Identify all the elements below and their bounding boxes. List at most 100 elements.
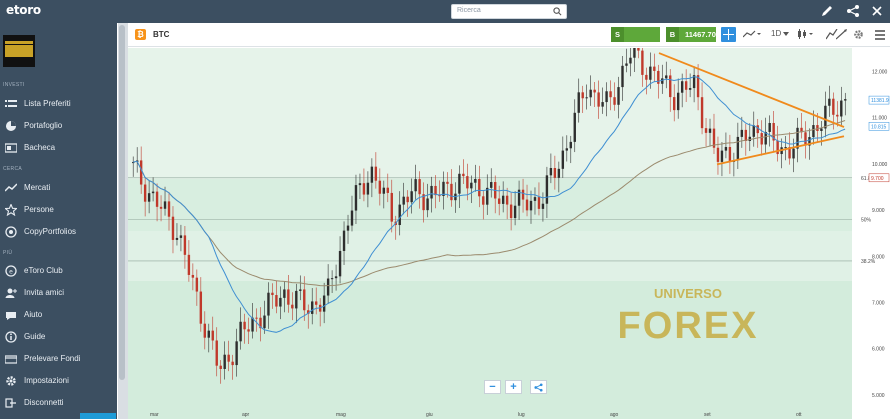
candle-body (641, 50, 644, 75)
candle-body (521, 189, 525, 200)
drawing-tools-button[interactable] (825, 28, 838, 42)
candle-body (247, 329, 250, 332)
candle-body (728, 147, 732, 162)
candle-body (629, 57, 632, 64)
candle-body (486, 187, 489, 205)
invite-icon (5, 288, 17, 298)
candle-body (692, 75, 696, 89)
candle-body (462, 173, 465, 177)
candle-body (283, 289, 286, 298)
sidebar-item-label: Invita amici (24, 288, 65, 297)
candle-body (673, 97, 676, 111)
etoro-logo[interactable]: etoro (6, 3, 41, 17)
search-icon[interactable] (553, 7, 562, 16)
candle-body (541, 203, 545, 209)
candle-body (231, 361, 234, 366)
y-tick-label: 12.000 (872, 70, 888, 76)
candle-body (497, 198, 501, 204)
sidebar-item-people[interactable]: Persone (0, 201, 117, 219)
sidebar-item-invite[interactable]: Invita amici (0, 284, 117, 302)
candle-body (808, 137, 811, 146)
sidebar-item-withdraw[interactable]: Prelevare Fondi (0, 350, 117, 368)
newsfeed-icon (5, 143, 17, 153)
indicators-button[interactable] (835, 29, 848, 42)
crosshair-tool[interactable] (721, 27, 736, 42)
zoom-in-button[interactable]: + (505, 380, 522, 394)
candle-body (458, 173, 461, 194)
search-input[interactable]: Ricerca (457, 7, 481, 14)
fib-lines: 61.8% 50% 38.2% (128, 176, 876, 265)
sidebar-item-watchlist[interactable]: Lista Preferiti (0, 95, 117, 113)
candle-body (450, 183, 453, 201)
sell-button[interactable]: S11381.90 (611, 27, 660, 54)
buy-button[interactable]: B 11467.70 (666, 27, 716, 42)
search-box[interactable]: Ricerca (451, 4, 567, 19)
x-tick-label: ott (796, 412, 802, 418)
sidebar-item-etoro-club[interactable]: e eToro Club (0, 262, 117, 280)
chart-menu-button[interactable] (875, 29, 885, 42)
candle-body (346, 225, 350, 231)
fib-label: 38.2% (861, 259, 876, 265)
moving-average-fast (132, 76, 846, 333)
candle-body (513, 205, 517, 219)
sidebar-item-portfolio[interactable]: Portafoglio (0, 117, 117, 135)
sidebar-item-logout[interactable]: Disconnetti (0, 394, 117, 412)
sidebar-scrollbar-thumb[interactable] (119, 25, 125, 380)
timeframe-value: 1D (771, 29, 782, 38)
y-tick-label: 6.000 (872, 347, 885, 353)
candle-body (342, 230, 346, 251)
fib-label: 61.8% (861, 176, 876, 182)
sidebar-item-markets[interactable]: Mercati (0, 179, 117, 197)
candle-body (720, 150, 724, 162)
candle-body (712, 128, 716, 148)
candle-body (565, 148, 569, 151)
candle-body (772, 122, 775, 141)
edit-icon[interactable] (820, 4, 834, 18)
share-chart-button[interactable] (530, 380, 547, 394)
price-chart[interactable]: 61.8% 50% 38.2% mar apr mag giu lug ago set ott 1… (128, 48, 890, 419)
candle-style-dropdown[interactable] (797, 29, 815, 41)
candle-body (338, 250, 342, 277)
candle-body (764, 131, 767, 145)
candle-body (704, 128, 708, 133)
close-icon[interactable] (870, 4, 884, 18)
x-tick-label: set (704, 412, 711, 418)
sidebar-item-guides[interactable]: Guide (0, 328, 117, 346)
candle-body (215, 340, 218, 366)
chart-type-dropdown[interactable] (742, 29, 761, 41)
candle-body (279, 297, 282, 307)
candle-body (804, 132, 807, 146)
candle-body (549, 168, 553, 176)
candle-body (597, 92, 600, 107)
watermark: UNIVERSO FOREX (618, 286, 757, 347)
candle-body (740, 129, 744, 137)
candle-body (601, 102, 604, 107)
share-icon[interactable] (846, 4, 860, 18)
timeframe-dropdown[interactable]: 1D (771, 29, 790, 38)
y-tick-label: 7.000 (872, 301, 885, 307)
price-labels: 11381.9 10.815 9.700 (868, 95, 890, 183)
y-tick-label: 11.000 (872, 116, 887, 122)
zoom-out-button[interactable]: − (484, 380, 501, 394)
deposit-button[interactable] (80, 413, 116, 419)
candle-body (386, 187, 389, 193)
sidebar-item-copyportfolios[interactable]: CopyPortfolios (0, 223, 117, 241)
sidebar-item-settings[interactable]: Impostazioni (0, 372, 117, 390)
candle-body (330, 278, 334, 280)
sidebar-item-newsfeed[interactable]: Bacheca (0, 139, 117, 157)
sidebar-item-help[interactable]: Aiuto (0, 306, 117, 324)
sidebar: INVESTI Lista Preferiti Portafoglio Bach… (0, 23, 117, 419)
fib-label: 50% (861, 217, 872, 223)
guide-icon (5, 331, 17, 343)
sidebar-item-label: Persone (24, 205, 54, 214)
candle-body (593, 89, 596, 93)
chart-settings-button[interactable] (853, 29, 864, 42)
candle-body (665, 75, 668, 79)
candle-body (303, 289, 306, 311)
user-avatar[interactable] (3, 35, 35, 67)
candle-body (378, 180, 382, 194)
candle-body (708, 128, 712, 133)
candle-body (299, 289, 302, 291)
candle-body (700, 97, 704, 129)
x-tick-label: lug (518, 412, 525, 418)
